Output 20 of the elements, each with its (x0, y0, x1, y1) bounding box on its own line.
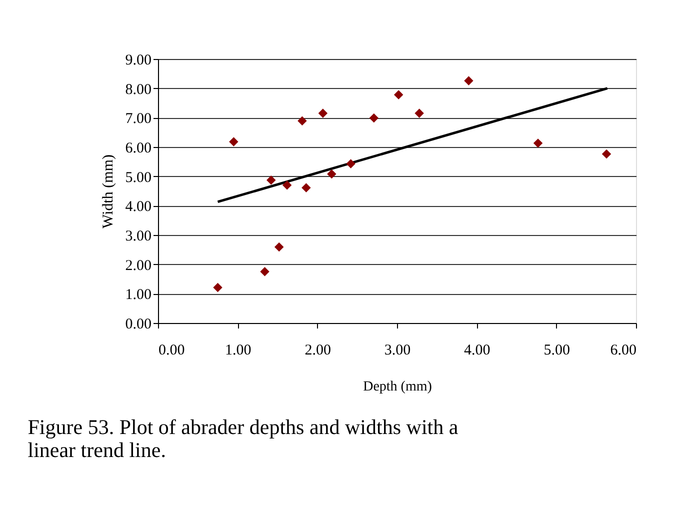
caption: Figure 53. Plot of abrader depths and widths with a linear trend line. (28, 415, 459, 462)
y-tick-label: 8.00 (125, 82, 152, 98)
y-tick-label: 7.00 (125, 111, 152, 128)
y-tick-label: 0.00 (125, 316, 152, 332)
y-axis-title: Width (mm) (100, 154, 116, 228)
x-tick-label: 6.00 (610, 342, 636, 358)
y-tick-label: 4.00 (125, 199, 152, 216)
y-tick-label: 5.00 (125, 170, 152, 186)
x-tick-label: 3.00 (384, 342, 411, 358)
y-tick-label: 9.00 (125, 52, 152, 68)
x-tick-label: 2.00 (304, 342, 331, 358)
y-tick-label: 1.00 (125, 287, 152, 304)
x-tick-label: 0.00 (158, 342, 185, 358)
y-tick-label: 6.00 (125, 140, 152, 156)
y-tick-label: 3.00 (125, 228, 152, 244)
x-tick-label: 4.00 (464, 342, 490, 358)
x-axis-title: Depth (mm) (363, 380, 432, 394)
x-tick-label: 1.00 (225, 342, 252, 358)
y-tick-label: 2.00 (125, 258, 152, 274)
x-tick-label: 5.00 (544, 342, 570, 358)
